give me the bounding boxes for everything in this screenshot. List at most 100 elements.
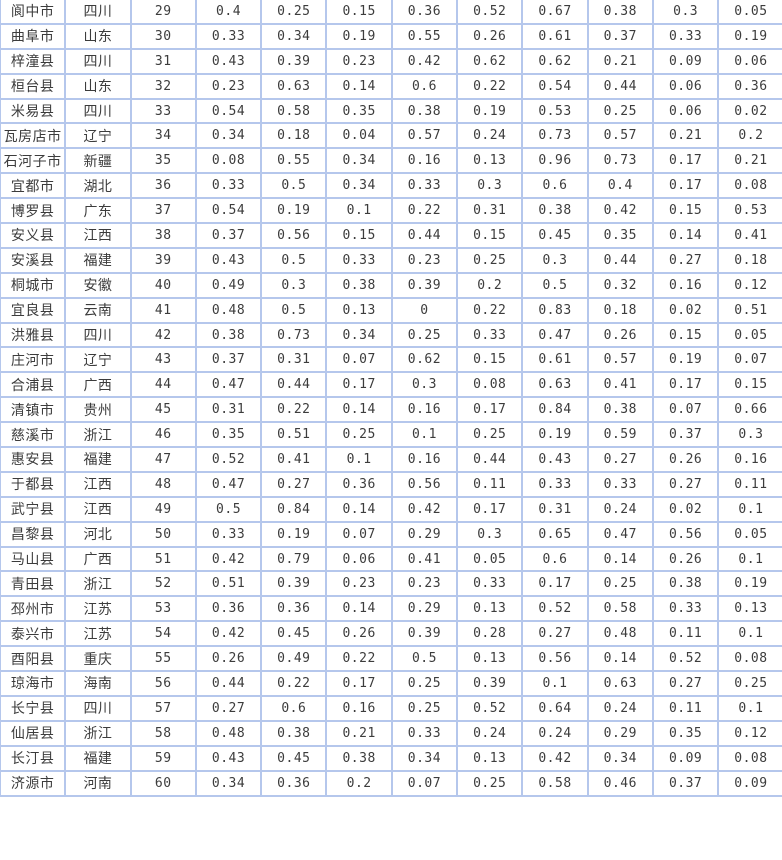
value-cell: 0.27 (651, 670, 720, 697)
value-cell: 0.2 (717, 122, 782, 150)
value-cell: 0.14 (325, 396, 393, 424)
value-cell: 0.29 (586, 719, 654, 747)
city-cell: 安义县 (0, 222, 67, 249)
province-cell: 贵州 (64, 396, 132, 424)
rank-cell: 36 (129, 172, 197, 200)
value-cell: 0.54 (194, 97, 263, 125)
value-cell: 0.11 (717, 470, 782, 498)
value-cell: 0.52 (521, 595, 589, 623)
table-row: 长汀县 福建 59 0.43 0.45 0.38 0.34 0.13 0.42 0.34 0.09 0… (0, 744, 782, 772)
province-cell: 四川 (64, 694, 132, 722)
value-cell: 0.36 (390, 0, 459, 25)
value-cell: 0.06 (325, 545, 393, 573)
value-cell: 0.29 (390, 595, 459, 623)
value-cell: 0.19 (717, 570, 782, 598)
city-cell: 石河子市 (0, 147, 67, 175)
value-cell: 0.3 (390, 371, 459, 399)
value-cell: 0.08 (717, 645, 782, 673)
value-cell: 0.16 (390, 396, 459, 424)
value-cell: 0.14 (586, 545, 654, 573)
value-cell: 0.32 (586, 271, 654, 299)
value-cell: 0.49 (194, 271, 263, 299)
table-row: 洪雅县 四川 42 0.38 0.73 0.34 0.25 0.33 0.47 0.26 0.15 0… (0, 321, 782, 349)
value-cell: 0.36 (717, 72, 782, 100)
rank-cell: 37 (129, 197, 197, 225)
value-cell: 0.33 (390, 719, 459, 747)
value-cell: 0.26 (651, 545, 720, 573)
ranking-table: 阆中市 四川 29 0.4 0.25 0.15 0.36 0.52 0.67 0.38 0.3 0.0… (0, 0, 782, 797)
value-cell: 0.13 (456, 744, 524, 772)
value-cell: 0.24 (456, 719, 524, 747)
value-cell: 0.63 (521, 371, 589, 399)
value-cell: 0.67 (521, 0, 589, 25)
table-row: 宜良县 云南 41 0.48 0.5 0.13 0 0.22 0.83 0.18 0.02 0.51 (0, 296, 782, 324)
value-cell: 0.22 (390, 197, 459, 225)
value-cell: 0.16 (717, 446, 782, 473)
value-cell: 0.21 (586, 47, 654, 75)
value-cell: 0.33 (521, 470, 589, 498)
value-cell: 0.09 (717, 769, 782, 797)
table-row: 阆中市 四川 29 0.4 0.25 0.15 0.36 0.52 0.67 0.38 0.3 0.0… (0, 0, 782, 25)
rank-cell: 44 (129, 371, 197, 399)
city-cell: 泰兴市 (0, 620, 67, 648)
value-cell: 0.59 (586, 421, 654, 449)
value-cell: 0.43 (194, 47, 263, 75)
value-cell: 0.38 (586, 396, 654, 424)
value-cell: 0.02 (717, 97, 782, 125)
value-cell: 0.07 (390, 769, 459, 797)
value-cell: 0.54 (521, 72, 589, 100)
value-cell: 0.25 (456, 421, 524, 449)
value-cell: 0.15 (651, 321, 720, 349)
province-cell: 海南 (64, 670, 132, 697)
value-cell: 0.44 (586, 246, 654, 274)
value-cell: 0.42 (390, 495, 459, 523)
rank-cell: 52 (129, 570, 197, 598)
value-cell: 0.17 (456, 396, 524, 424)
rank-cell: 35 (129, 147, 197, 175)
table-row: 清镇市 贵州 45 0.31 0.22 0.14 0.16 0.17 0.84 0.38 0.07 0… (0, 396, 782, 424)
value-cell: 0.48 (194, 296, 263, 324)
value-cell: 0.44 (390, 222, 459, 249)
value-cell: 0.56 (521, 645, 589, 673)
value-cell: 0.17 (521, 570, 589, 598)
value-cell: 0.52 (651, 645, 720, 673)
value-cell: 0.55 (260, 147, 328, 175)
city-cell: 安溪县 (0, 246, 67, 274)
value-cell: 0.57 (586, 122, 654, 150)
province-cell: 安徽 (64, 271, 132, 299)
value-cell: 0.1 (717, 694, 782, 722)
value-cell: 0.62 (521, 47, 589, 75)
value-cell: 0.33 (390, 172, 459, 200)
value-cell: 0.38 (325, 744, 393, 772)
value-cell: 0.33 (586, 470, 654, 498)
value-cell: 0.38 (325, 271, 393, 299)
table-row: 桐城市 安徽 40 0.49 0.3 0.38 0.39 0.2 0.5 0.32 0.16 0.12 (0, 271, 782, 299)
value-cell: 0.34 (325, 147, 393, 175)
value-cell: 0.14 (325, 72, 393, 100)
value-cell: 0.42 (194, 545, 263, 573)
value-cell: 0.33 (194, 22, 263, 50)
value-cell: 0.42 (194, 620, 263, 648)
value-cell: 0.06 (717, 47, 782, 75)
value-cell: 0.84 (521, 396, 589, 424)
value-cell: 0.6 (521, 172, 589, 200)
value-cell: 0.19 (260, 197, 328, 225)
table-row: 合浦县 广西 44 0.47 0.44 0.17 0.3 0.08 0.63 0.41 0.17 0.… (0, 371, 782, 399)
value-cell: 0.16 (651, 271, 720, 299)
value-cell: 0.5 (260, 246, 328, 274)
value-cell: 0.73 (260, 321, 328, 349)
province-cell: 辽宁 (64, 346, 132, 374)
value-cell: 0.3 (651, 0, 720, 25)
value-cell: 0.23 (194, 72, 263, 100)
city-cell: 宜良县 (0, 296, 67, 324)
value-cell: 0.52 (456, 0, 524, 25)
value-cell: 0.38 (521, 197, 589, 225)
rank-cell: 39 (129, 246, 197, 274)
province-cell: 江西 (64, 495, 132, 523)
value-cell: 0.42 (390, 47, 459, 75)
table-row: 长宁县 四川 57 0.27 0.6 0.16 0.25 0.52 0.64 0.24 0.11 0.… (0, 694, 782, 722)
value-cell: 0.24 (586, 495, 654, 523)
province-cell: 河南 (64, 769, 132, 797)
table-row: 琼海市 海南 56 0.44 0.22 0.17 0.25 0.39 0.1 0.63 0.27 0.… (0, 670, 782, 697)
value-cell: 0.38 (194, 321, 263, 349)
